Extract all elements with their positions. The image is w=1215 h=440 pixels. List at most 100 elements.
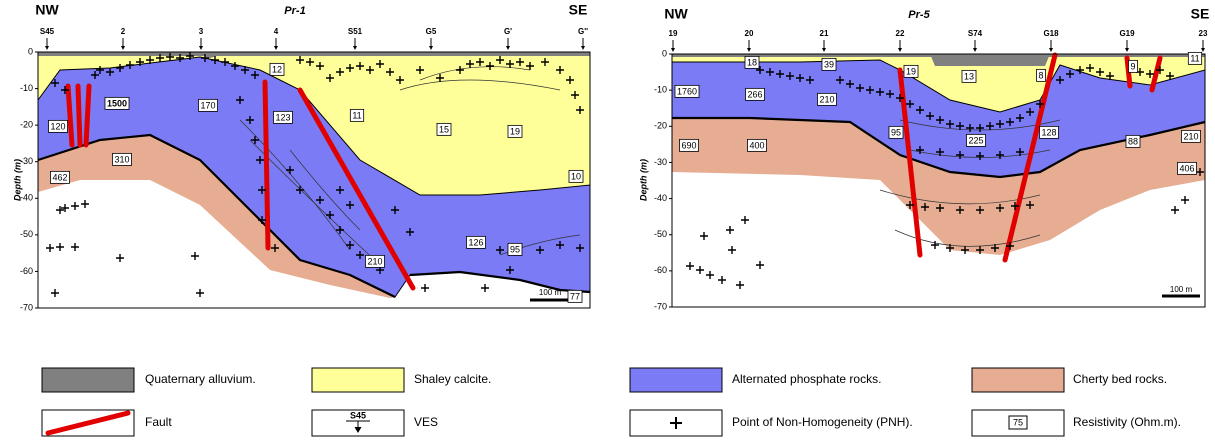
station-marker [1125,48,1129,52]
legend-label: VES [414,415,438,429]
station-label: G'' [578,27,588,36]
y-tick-label: -60 [20,266,33,276]
resistivity-label: 19 [906,66,916,76]
legend-label: Resistivity (Ohm.m). [1073,415,1181,429]
legend-swatch [972,368,1064,392]
resistivity-label: 310 [114,154,129,164]
station-label: G19 [1119,29,1135,38]
resistivity-label: 19 [510,126,520,136]
station-marker [1049,48,1053,52]
res-icon-label: 75 [1013,417,1023,427]
resistivity-label: 88 [1128,136,1138,146]
page: 100 m NW SE Pr-1 Depth (m) 100 m NW SE P… [0,0,1215,440]
alluvium [930,54,1050,66]
station-label: 4 [274,27,279,36]
y-tick-label: -70 [654,301,667,311]
resistivity-label: 77 [570,291,580,301]
station-marker [973,48,977,52]
resistivity-label: 120 [50,121,65,131]
station-marker [199,46,203,50]
resistivity-label: 9 [1130,61,1135,71]
station-label: 3 [199,27,204,36]
station-label: 19 [669,29,678,38]
station-label: G' [504,27,512,36]
y-tick-label: -10 [654,85,667,95]
station-marker [274,46,278,50]
station-label: S45 [40,27,55,36]
station-label: S51 [348,27,363,36]
station-marker [1201,48,1205,52]
station-marker [429,46,433,50]
resistivity-label: 406 [1179,163,1194,173]
legend-label: Shaley calcite. [414,372,491,386]
ves-icon-label: S45 [350,410,366,420]
direction: SE [1191,6,1210,22]
station-label: 20 [745,29,754,38]
station-marker [45,46,49,50]
resistivity-label: 128 [1041,127,1056,137]
profile-title: Pr-5 [908,9,930,21]
resistivity-label: 95 [510,244,520,254]
station-label: 23 [1199,29,1208,38]
y-tick-label: -40 [654,193,667,203]
resistivity-label: 462 [52,172,67,182]
scale-label: 100 m [1170,285,1193,294]
y-tick-label: -10 [20,83,33,93]
legend-label: Cherty bed rocks. [1073,372,1167,386]
resistivity-label: 95 [891,127,901,137]
y-tick-label: -60 [654,265,667,275]
y-tick-label: 0 [662,48,667,58]
station-label: S74 [968,29,983,38]
scale-label: 100 m [539,288,562,297]
resistivity-label: 266 [747,89,762,99]
resistivity-label: 11 [1190,53,1199,63]
station-marker [506,46,510,50]
y-tick-label: -20 [20,120,33,130]
station-marker [747,48,751,52]
resistivity-label: 210 [1183,131,1198,141]
resistivity-label: 18 [747,57,757,67]
alluvium [38,52,590,56]
y-tick-label: -50 [654,229,667,239]
resistivity-label: 210 [367,256,382,266]
profile-title: Pr-1 [284,5,305,17]
resistivity-label: 210 [819,94,834,104]
station-label: 2 [121,27,126,36]
y-tick-label: -30 [654,157,667,167]
station-marker [121,46,125,50]
station-marker [671,48,675,52]
legend-label: Point of Non-Homogeneity (PNH). [732,415,913,429]
legend: S45 75 Quaternary alluvium. Shaley calci… [42,368,1181,436]
station-label: G5 [426,27,437,36]
legend-swatch [630,368,722,392]
y-tick-label: -70 [20,302,33,312]
station-marker [822,48,826,52]
legend-swatch [312,368,404,392]
y-tick-label: -20 [654,121,667,131]
resistivity-label: 15 [439,124,449,134]
resistivity-label: 400 [749,140,764,150]
y-tick-label: -50 [20,229,33,239]
station-marker [353,46,357,50]
resistivity-label: 12 [272,64,282,74]
resistivity-label: 123 [275,112,290,122]
station-label: 21 [820,29,829,38]
resistivity-label: 10 [571,171,581,181]
legend-swatch [42,368,134,392]
legend-label: Alternated phosphate rocks. [732,372,881,386]
station-label: 22 [896,29,905,38]
y-tick-label: -30 [20,156,33,166]
y-tick-label: 0 [28,46,33,56]
direction: NW [664,6,688,22]
resistivity-label: 126 [468,237,483,247]
legend-label: Fault [145,415,172,429]
axis-label: Depth (m) [638,159,648,201]
direction: NW [35,2,59,18]
legend-label: Quaternary alluvium. [145,372,256,386]
resistivity-label: 690 [681,140,696,150]
station-label: G18 [1043,29,1059,38]
resistivity-label: 11 [352,110,361,120]
resistivity-label: 39 [824,59,834,69]
resistivity-label: 1500 [107,98,127,108]
y-tick-label: -40 [20,193,33,203]
